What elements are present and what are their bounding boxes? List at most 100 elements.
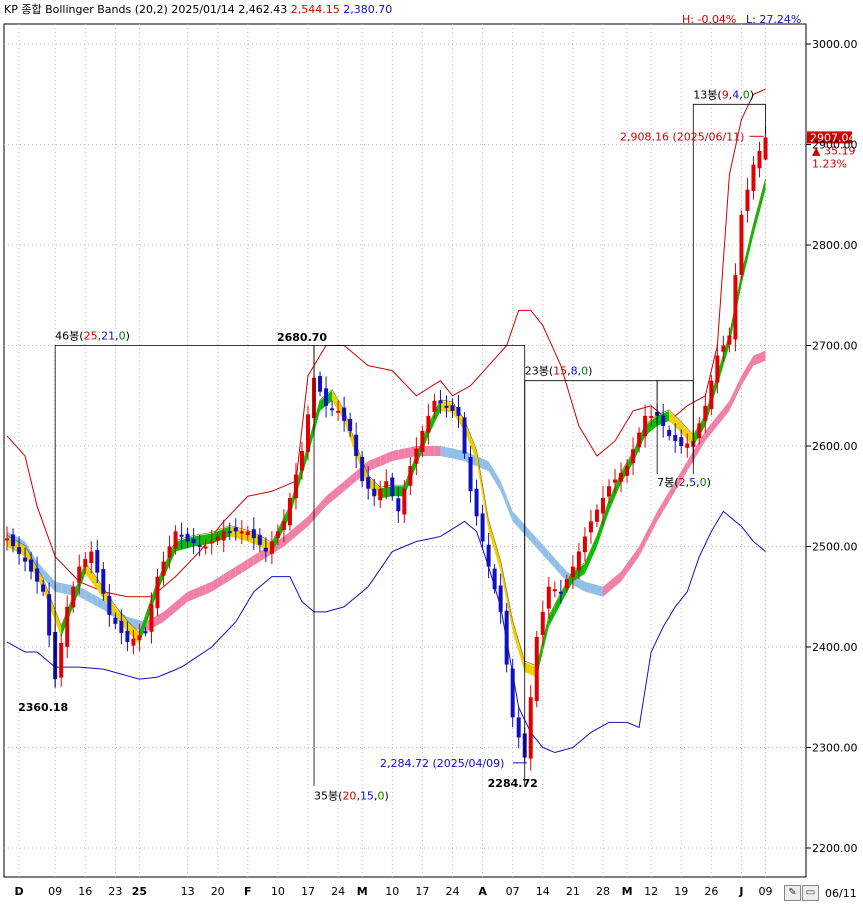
span-label: 23봉(15,8,0) — [525, 365, 593, 378]
middle-band-segment — [434, 446, 441, 457]
middle-band-segment — [440, 446, 447, 458]
fast-band-segment — [681, 422, 688, 440]
candle-body — [65, 606, 70, 647]
middle-band-segment — [277, 536, 284, 551]
fast-band-segment — [55, 611, 62, 637]
ruler-icon[interactable]: ▭ — [802, 885, 819, 901]
middle-band-segment — [392, 449, 399, 462]
middle-band-segment — [663, 491, 670, 512]
fast-band-segment — [542, 616, 549, 652]
middle-band-segment — [735, 375, 742, 399]
last-price: 2907.04 — [810, 131, 856, 144]
candle-body — [420, 430, 425, 453]
candle-body — [390, 477, 395, 497]
extreme-label: 2284.72 — [488, 777, 538, 790]
x-tick-label: 21 — [566, 885, 580, 898]
middle-band-segment — [295, 521, 302, 537]
middle-band-segment — [163, 606, 170, 622]
middle-band-segment — [452, 448, 459, 460]
middle-band-segment — [247, 555, 254, 570]
y-tick-label: 2400.00 — [812, 641, 858, 654]
candle-body — [444, 405, 449, 408]
middle-band-segment — [223, 570, 230, 585]
candle-body — [703, 405, 708, 421]
x-tick-label: 09 — [48, 885, 62, 898]
fast-band-segment — [97, 579, 104, 599]
x-tick-label: 25 — [132, 885, 147, 898]
middle-band-segment — [85, 589, 92, 604]
middle-band-segment — [759, 350, 766, 364]
fast-band-segment — [741, 250, 748, 286]
x-tick-label: 07 — [506, 885, 520, 898]
middle-band-segment — [512, 511, 519, 529]
fast-band-segment — [79, 563, 86, 591]
middle-band-segment — [669, 481, 676, 502]
price-marker-label: 2,908.16 (2025/06/11) — [620, 130, 744, 143]
candle-body — [281, 521, 286, 531]
candle-body — [432, 400, 437, 412]
fast-band-segment — [500, 561, 507, 602]
x-tick-label: J — [738, 885, 743, 898]
middle-band-segment — [386, 451, 393, 464]
middle-band-segment — [536, 538, 543, 555]
candle-body — [173, 531, 178, 549]
candle-body — [739, 214, 744, 275]
candle-body — [293, 474, 298, 499]
middle-band-segment — [241, 559, 248, 573]
middle-band-segment — [175, 596, 182, 612]
pencil-icon[interactable]: ✎ — [784, 885, 801, 901]
middle-band-segment — [49, 575, 56, 592]
candle-body — [378, 488, 383, 501]
x-tick-label: 10 — [271, 885, 285, 898]
candle-body — [263, 547, 268, 552]
candle-body — [468, 457, 473, 492]
fast-band-segment — [470, 435, 477, 462]
x-tick-label: 14 — [536, 885, 550, 898]
fast-band-segment — [518, 642, 525, 673]
candle-body — [131, 638, 136, 646]
candle-body — [372, 488, 377, 497]
candle-body — [745, 189, 750, 211]
candle-body — [474, 488, 479, 517]
fast-band-segment — [91, 571, 98, 590]
candle-body — [715, 355, 720, 383]
candle-body — [221, 531, 226, 541]
candle-body — [35, 568, 40, 582]
x-tick-label: 26 — [704, 885, 718, 898]
candle-body — [576, 551, 581, 571]
candle-body — [251, 529, 256, 539]
x-tick-label: 20 — [211, 885, 225, 898]
last-price-tag — [807, 131, 852, 144]
candle-body — [71, 586, 76, 608]
candle-body — [269, 541, 274, 554]
fast-band-segment — [127, 621, 134, 638]
candle-body — [101, 569, 106, 594]
candle-body — [83, 559, 88, 568]
candle-body — [245, 531, 250, 536]
middle-band-segment — [500, 481, 507, 507]
extreme-label: 2360.18 — [18, 701, 68, 714]
candle-body — [191, 538, 196, 544]
middle-band-segment — [61, 582, 68, 595]
middle-band-segment — [506, 496, 513, 522]
candle-body — [125, 630, 130, 642]
candle-body — [77, 566, 82, 583]
middle-band-segment — [193, 586, 200, 600]
middle-band-segment — [301, 516, 308, 532]
middle-band-segment — [55, 581, 62, 593]
candle-body — [11, 534, 16, 547]
fast-band-segment — [482, 486, 489, 532]
middle-band-segment — [91, 593, 98, 607]
candle-body — [498, 585, 503, 612]
candle-body — [450, 405, 455, 411]
candle-body — [402, 488, 407, 515]
candle-body — [534, 636, 539, 701]
x-tick-label: 10 — [385, 885, 399, 898]
candle-body — [89, 551, 94, 563]
candle-body — [528, 697, 533, 759]
middle-band-segment — [530, 531, 537, 549]
candle-body — [113, 617, 118, 624]
candle-body — [685, 443, 690, 448]
price-marker-label: 2,284.72 (2025/04/09) — [380, 757, 504, 770]
